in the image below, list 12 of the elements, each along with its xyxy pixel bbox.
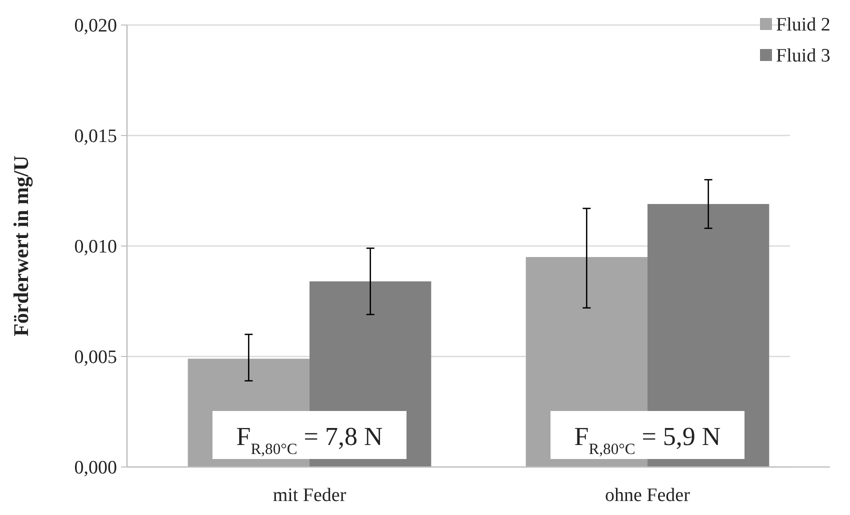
y-axis-title: Förderwert in mg/U [9,156,33,336]
x-tick-label: mit Feder [272,485,347,506]
x-tick-label: ohne Feder [605,485,691,506]
legend-label: Fluid 3 [776,46,830,67]
annotation: F$_{R,80°C}$ = 7,8 N [236,422,383,458]
annotation: F$_{R,80°C}$ = 5,9 N [574,422,721,458]
y-tick-label: 0,020 [74,16,117,37]
y-tick-label: 0,005 [74,347,117,368]
y-tick-label: 0,000 [74,458,117,479]
y-tick-label: 0,010 [74,236,117,258]
y-tick-label: 0,015 [74,126,117,148]
legend-label: Fluid 2 [776,14,830,36]
